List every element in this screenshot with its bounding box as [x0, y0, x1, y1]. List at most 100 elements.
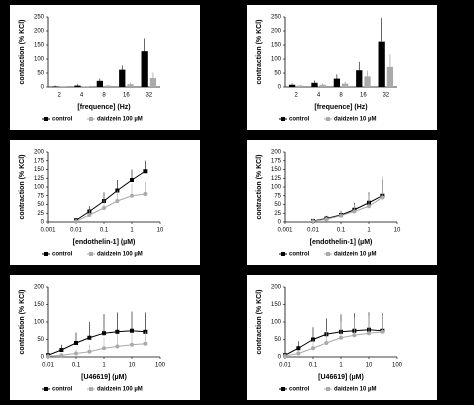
- panel: [247, 140, 437, 265]
- series-line: [75, 193, 146, 222]
- y-tick-label: 150: [271, 43, 282, 49]
- y-tick-label: 150: [271, 302, 282, 308]
- bar: [141, 51, 148, 87]
- x-tick-label: 0.001: [277, 228, 293, 234]
- x-tick-label: 4: [317, 93, 321, 99]
- point: [74, 341, 78, 345]
- point: [367, 204, 371, 209]
- bar: [127, 84, 134, 87]
- y-tick-label: 200: [34, 285, 45, 291]
- x-tick-label: 100: [392, 363, 403, 369]
- legend-label: control: [289, 387, 310, 393]
- x-tick-label: 10: [157, 228, 164, 234]
- point: [367, 331, 371, 336]
- point: [130, 342, 134, 347]
- bar: [364, 76, 371, 87]
- bar: [386, 66, 394, 87]
- bar: [319, 84, 326, 87]
- x-tick-label: 1: [130, 228, 134, 234]
- point: [74, 351, 78, 356]
- bar: [297, 85, 304, 87]
- bar: [51, 86, 59, 87]
- legend-label: control: [52, 387, 73, 393]
- y-tick-label: 50: [274, 337, 281, 343]
- y-tick-label: 200: [34, 150, 45, 156]
- legend-label: daidzein 10 µM: [334, 387, 376, 393]
- y-tick-label: 0: [41, 220, 45, 226]
- x-tick-label: 8: [339, 93, 343, 99]
- legend-swatch: [89, 117, 93, 121]
- point: [115, 329, 120, 334]
- bar: [105, 85, 112, 87]
- x-tick-label: 100: [155, 363, 166, 369]
- legend-swatch: [89, 387, 93, 391]
- y-tick-label: 100: [34, 57, 45, 63]
- legend-swatch: [281, 387, 285, 391]
- legend-swatch: [326, 252, 330, 256]
- x-tick-label: 1: [102, 363, 106, 369]
- bar: [288, 84, 296, 87]
- series-line: [75, 170, 146, 221]
- bar: [342, 83, 349, 87]
- x-axis-label: [frequence] (Hz): [314, 104, 367, 111]
- point: [283, 353, 287, 358]
- point: [311, 346, 315, 351]
- legend-label: control: [52, 252, 73, 258]
- legend-label: daidzein 100 µM: [97, 387, 143, 393]
- x-axis-label: [U46619] (µM): [81, 374, 127, 381]
- x-axis-label: [endothelin-1] (µM): [73, 239, 136, 246]
- point: [339, 213, 343, 218]
- legend-label: daidzein 10 µM: [334, 252, 376, 258]
- y-tick-label: 0: [41, 355, 45, 361]
- bar: [333, 78, 340, 87]
- x-tick-label: 0.1: [309, 363, 318, 369]
- y-tick-label: 25: [37, 211, 44, 217]
- y-tick-label: 200: [271, 285, 282, 291]
- point: [87, 349, 92, 354]
- legend-swatch: [44, 387, 48, 391]
- x-tick-label: 0.01: [70, 228, 82, 234]
- x-tick-label: 2: [58, 93, 62, 99]
- legend-label: control: [289, 117, 310, 123]
- x-axis-label: [frequence] (Hz): [77, 104, 130, 111]
- point: [130, 193, 134, 198]
- x-tick-label: 0.01: [307, 228, 319, 234]
- y-axis-label: contraction (% KCl): [256, 20, 263, 85]
- x-tick-label: 0.001: [40, 228, 56, 234]
- y-tick-label: 200: [271, 150, 282, 156]
- bar: [96, 80, 103, 87]
- legend-swatch: [281, 252, 285, 256]
- point: [143, 192, 148, 196]
- y-tick-label: 125: [271, 176, 282, 182]
- point: [59, 353, 64, 358]
- legend-swatch: [44, 252, 48, 256]
- point: [74, 219, 78, 224]
- series-line: [312, 195, 383, 222]
- series-line: [312, 197, 383, 222]
- legend-label: daidzein 100 µM: [97, 117, 143, 123]
- bar: [378, 41, 385, 87]
- y-tick-label: 100: [34, 320, 45, 326]
- y-tick-label: 100: [34, 185, 45, 191]
- legend-swatch: [326, 387, 330, 391]
- point: [87, 335, 92, 340]
- point: [352, 209, 357, 214]
- legend-label: control: [289, 252, 310, 258]
- y-tick-label: 150: [34, 167, 45, 173]
- y-tick-label: 50: [274, 71, 281, 77]
- x-tick-label: 10: [394, 228, 401, 234]
- x-tick-label: 32: [382, 93, 389, 99]
- legend-swatch: [281, 117, 285, 121]
- y-tick-label: 175: [271, 158, 282, 164]
- point: [296, 351, 301, 356]
- bar: [311, 82, 318, 87]
- y-axis-label: contraction (% KCl): [19, 290, 26, 355]
- y-tick-label: 50: [37, 337, 44, 343]
- point: [311, 219, 315, 224]
- y-tick-label: 175: [34, 158, 45, 164]
- y-tick-label: 50: [37, 71, 44, 77]
- y-tick-label: 25: [274, 211, 281, 217]
- panel: [247, 5, 437, 130]
